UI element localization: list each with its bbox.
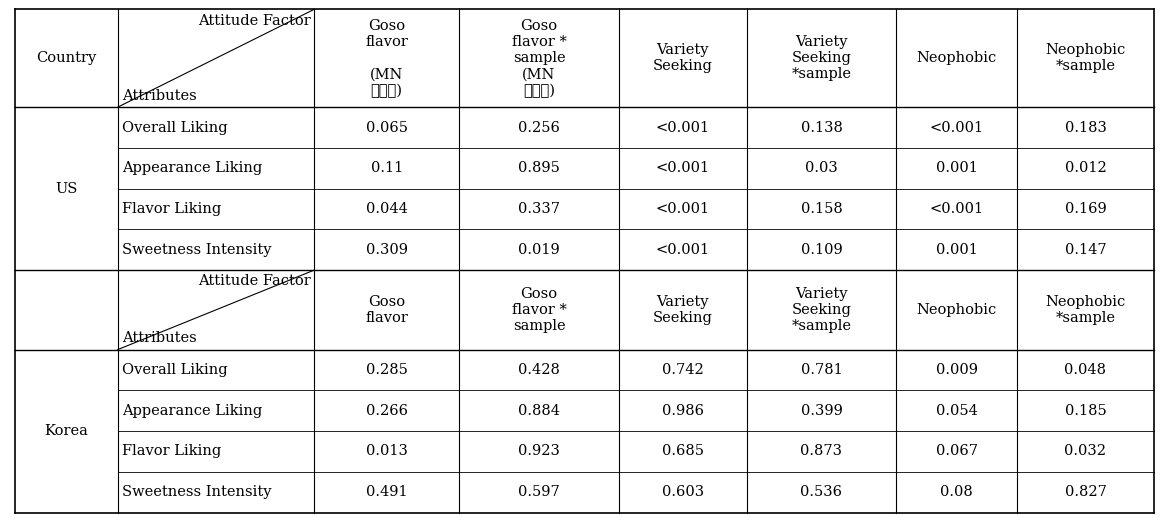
Text: 0.337: 0.337: [518, 202, 560, 216]
Text: Sweetness Intensity: Sweetness Intensity: [123, 243, 272, 257]
Text: 0.08: 0.08: [940, 485, 973, 499]
Text: 0.001: 0.001: [935, 161, 977, 175]
Text: Attributes: Attributes: [123, 89, 198, 103]
Text: 0.032: 0.032: [1065, 445, 1107, 458]
Text: 0.895: 0.895: [518, 161, 560, 175]
Text: 0.781: 0.781: [801, 363, 843, 377]
Text: Variety
Seeking
*sample: Variety Seeking *sample: [791, 287, 851, 333]
Text: Neophobic: Neophobic: [916, 303, 997, 317]
Text: Sweetness Intensity: Sweetness Intensity: [123, 485, 272, 499]
Text: 0.986: 0.986: [662, 404, 704, 418]
Text: 0.067: 0.067: [935, 445, 977, 458]
Text: 0.266: 0.266: [366, 404, 408, 418]
Text: 0.158: 0.158: [801, 202, 843, 216]
Text: 0.169: 0.169: [1065, 202, 1106, 216]
Text: 0.054: 0.054: [935, 404, 977, 418]
Text: Country: Country: [36, 51, 97, 65]
Text: 0.428: 0.428: [518, 363, 560, 377]
Text: Variety
Seeking
*sample: Variety Seeking *sample: [791, 35, 851, 81]
Text: Flavor Liking: Flavor Liking: [123, 202, 222, 216]
Text: Attitude Factor: Attitude Factor: [198, 14, 311, 28]
Text: 0.873: 0.873: [801, 445, 843, 458]
Text: 0.065: 0.065: [366, 121, 408, 135]
Text: 0.685: 0.685: [662, 445, 704, 458]
Text: Goso
flavor *
sample: Goso flavor * sample: [512, 287, 567, 333]
Text: Attributes: Attributes: [123, 331, 198, 346]
Text: 0.742: 0.742: [662, 363, 704, 377]
Text: Goso
flavor: Goso flavor: [365, 295, 408, 325]
Text: 0.044: 0.044: [366, 202, 408, 216]
Text: 0.256: 0.256: [518, 121, 560, 135]
Text: Goso
flavor

(MN
소비자): Goso flavor (MN 소비자): [365, 19, 408, 98]
Text: 0.884: 0.884: [518, 404, 560, 418]
Text: 0.399: 0.399: [801, 404, 843, 418]
Text: 0.11: 0.11: [371, 161, 403, 175]
Text: 0.285: 0.285: [366, 363, 408, 377]
Text: 0.309: 0.309: [366, 243, 408, 257]
Text: 0.827: 0.827: [1065, 485, 1106, 499]
Text: 0.013: 0.013: [366, 445, 408, 458]
Text: Goso
flavor *
sample
(MN
소비자): Goso flavor * sample (MN 소비자): [512, 19, 567, 98]
Text: 0.597: 0.597: [518, 485, 560, 499]
Text: 0.009: 0.009: [935, 363, 977, 377]
Text: Overall Liking: Overall Liking: [123, 363, 228, 377]
Text: Neophobic
*sample: Neophobic *sample: [1045, 43, 1126, 74]
Text: Variety
Seeking: Variety Seeking: [652, 43, 713, 74]
Text: <0.001: <0.001: [929, 202, 984, 216]
Text: 0.536: 0.536: [801, 485, 843, 499]
Text: Flavor Liking: Flavor Liking: [123, 445, 222, 458]
Text: Appearance Liking: Appearance Liking: [123, 161, 263, 175]
Text: <0.001: <0.001: [929, 121, 984, 135]
Text: Attitude Factor: Attitude Factor: [198, 275, 311, 288]
Text: Variety
Seeking: Variety Seeking: [652, 295, 713, 325]
Text: Korea: Korea: [44, 424, 89, 438]
Text: 0.048: 0.048: [1065, 363, 1107, 377]
Text: Neophobic
*sample: Neophobic *sample: [1045, 295, 1126, 325]
Text: Overall Liking: Overall Liking: [123, 121, 228, 135]
Text: 0.012: 0.012: [1065, 161, 1106, 175]
Text: 0.147: 0.147: [1065, 243, 1106, 257]
Text: 0.03: 0.03: [805, 161, 838, 175]
Text: 0.138: 0.138: [801, 121, 843, 135]
Text: Neophobic: Neophobic: [916, 51, 997, 65]
Text: 0.923: 0.923: [518, 445, 560, 458]
Text: <0.001: <0.001: [656, 243, 710, 257]
Text: 0.491: 0.491: [366, 485, 408, 499]
Text: 0.185: 0.185: [1065, 404, 1106, 418]
Text: Appearance Liking: Appearance Liking: [123, 404, 263, 418]
Text: 0.603: 0.603: [662, 485, 704, 499]
Text: <0.001: <0.001: [656, 161, 710, 175]
Text: 0.001: 0.001: [935, 243, 977, 257]
Text: 0.183: 0.183: [1065, 121, 1106, 135]
Text: <0.001: <0.001: [656, 202, 710, 216]
Text: 0.019: 0.019: [518, 243, 560, 257]
Text: 0.109: 0.109: [801, 243, 843, 257]
Text: <0.001: <0.001: [656, 121, 710, 135]
Text: US: US: [55, 182, 77, 196]
